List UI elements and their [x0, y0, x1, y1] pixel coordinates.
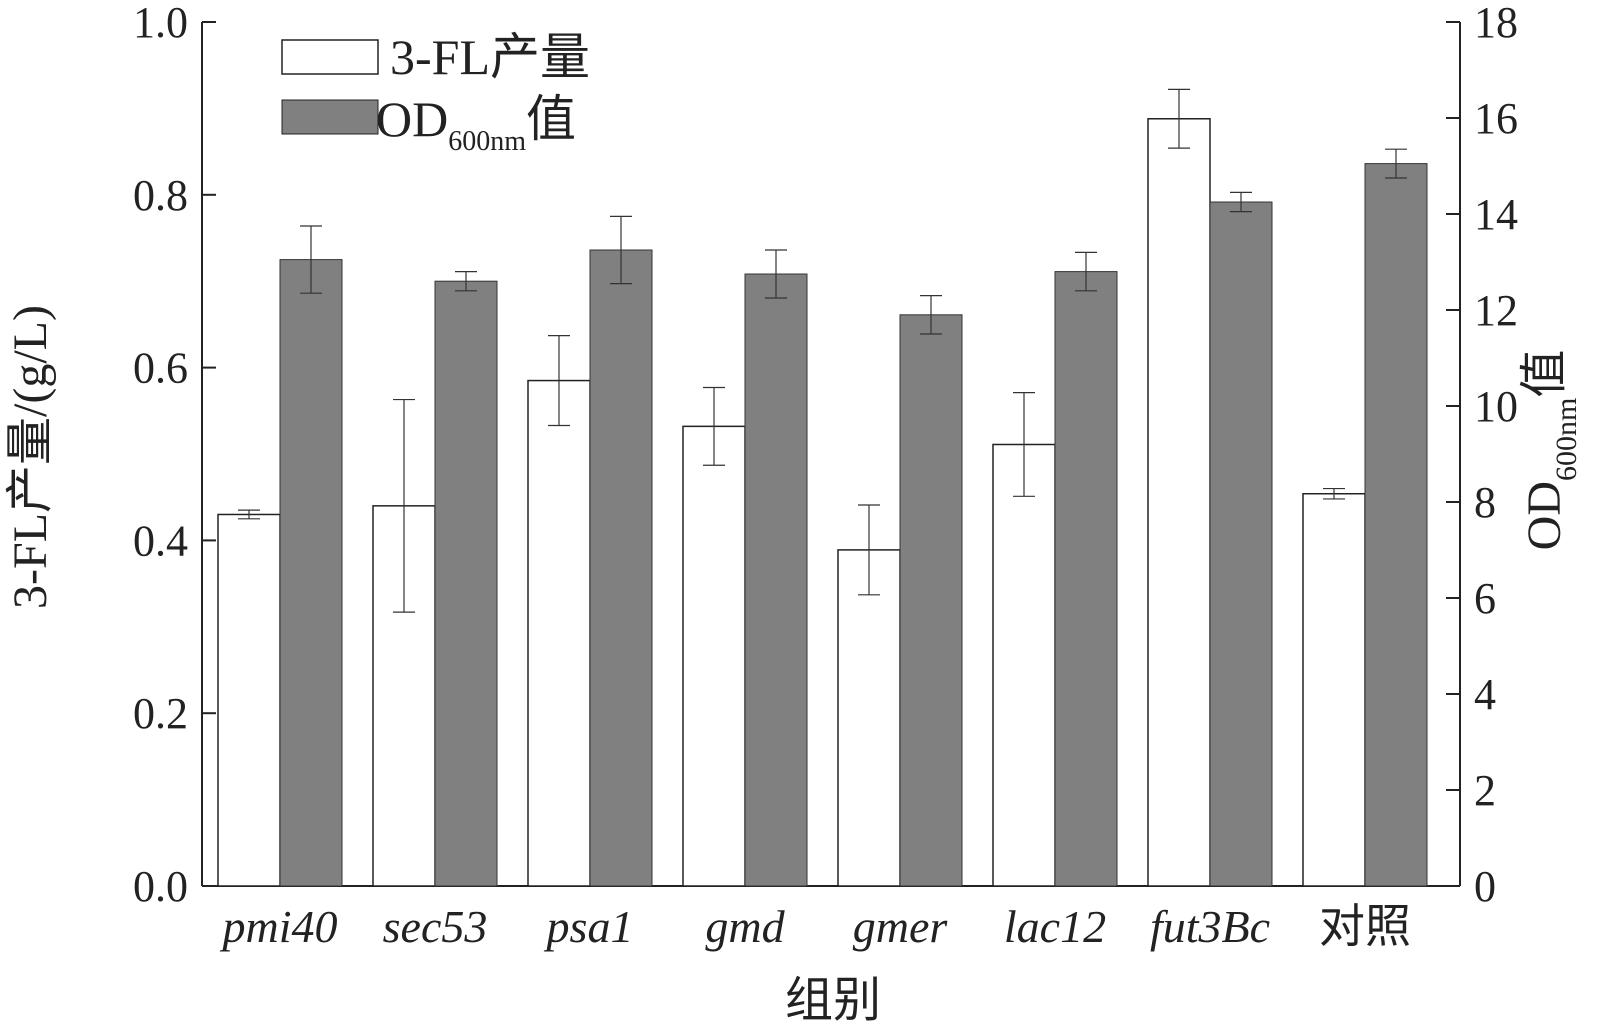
- x-tick-label-4: gmer: [853, 901, 949, 952]
- legend-swatch-od: [281, 99, 379, 135]
- y-axis-right-title: OD600nm值: [1518, 350, 1583, 551]
- y-left-tick-label: 0.6: [133, 344, 188, 393]
- y-right-tick-label: 0: [1474, 862, 1496, 911]
- y-left-tick-label: 0.4: [133, 516, 188, 565]
- x-tick-label-6: fut3Bc: [1150, 901, 1270, 952]
- y-right-tick-label: 18: [1474, 0, 1518, 47]
- y-left-tick-label: 0.2: [133, 689, 188, 738]
- bar-od-4: [899, 314, 963, 887]
- x-tick-label-2: psa1: [544, 901, 634, 952]
- y-left-tick-label: 1.0: [133, 0, 188, 47]
- bar-fl-4: [837, 549, 901, 887]
- legend-label-fl: 3-FL产量: [390, 29, 590, 85]
- y-right-tick-label: 6: [1474, 574, 1496, 623]
- bar-od-7: [1364, 163, 1428, 887]
- bar-od-0: [279, 259, 343, 887]
- bar-fl-7: [1302, 492, 1366, 887]
- y-right-tick-label: 8: [1474, 478, 1496, 527]
- legend: 3-FL产量 OD600nm值: [281, 29, 590, 157]
- legend-swatch-fl: [281, 39, 379, 75]
- bar-od-2: [589, 249, 653, 887]
- legend-label-od: OD600nm值: [376, 91, 576, 157]
- x-tick-label-0: pmi40: [220, 901, 338, 952]
- plot-area: 0.0 0.2 0.4 0.6 0.8 1.0 0 2 4 6 8 10 12 14 16 18 pmi40 se…: [133, 0, 1518, 952]
- bar-od-5: [1054, 271, 1118, 887]
- x-tick-label-7: 对照: [1319, 901, 1411, 952]
- bar-od-3: [744, 273, 808, 887]
- y-left-tick-label: 0.0: [133, 862, 188, 911]
- bar-fl-6: [1147, 118, 1211, 887]
- x-tick-label-5: lac12: [1004, 901, 1106, 952]
- y-right-tick-label: 14: [1474, 190, 1518, 239]
- bar-fl-5: [992, 443, 1056, 887]
- bar-fl-3: [682, 425, 746, 887]
- x-axis-title: 组别: [785, 974, 881, 1027]
- bar-fl-0: [217, 513, 281, 887]
- y-right-tick-label: 4: [1474, 670, 1496, 719]
- y-axis-left-title: 3-FL产量/(g/L): [4, 305, 57, 609]
- y-right-tick-label: 16: [1474, 94, 1518, 143]
- bar-fl-2: [527, 379, 591, 887]
- y-right-tick-label: 10: [1474, 382, 1518, 431]
- y-right-tick-label: 2: [1474, 766, 1496, 815]
- x-tick-label-1: sec53: [383, 901, 488, 952]
- bar-od-6: [1209, 201, 1273, 887]
- y-right-tick-label: 12: [1474, 286, 1518, 335]
- y-left-tick-label: 0.8: [133, 171, 188, 220]
- x-tick-label-3: gmd: [705, 901, 785, 952]
- bar-od-1: [434, 280, 498, 887]
